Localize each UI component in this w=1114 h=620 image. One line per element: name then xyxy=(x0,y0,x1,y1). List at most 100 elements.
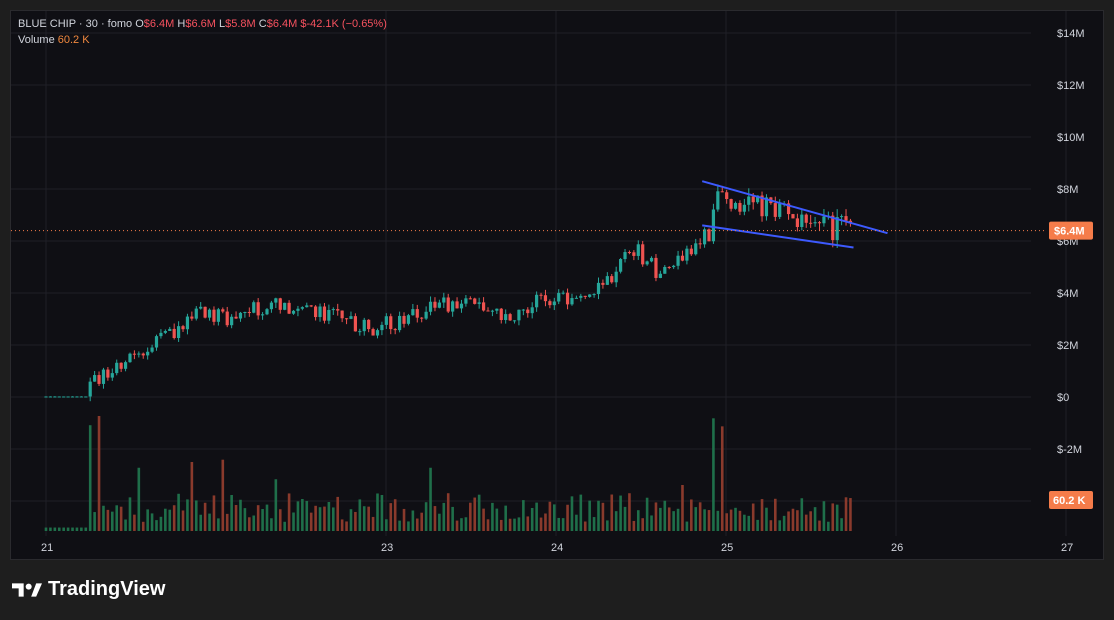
volume-bar xyxy=(460,518,463,531)
candle-body xyxy=(79,396,83,398)
volume-row: Volume 60.2 K xyxy=(18,32,387,48)
high-label: H xyxy=(177,18,186,30)
candle-body xyxy=(689,248,693,255)
trend-line xyxy=(701,180,888,235)
volume-bar xyxy=(345,521,348,531)
volume-bar xyxy=(787,511,790,531)
chart-frame[interactable]: $14M $12M $10M $8M $6M $4M $2M $0 $-2M 21 23 24 25 2… xyxy=(10,10,1104,560)
volume-tag-label: 60.2 K xyxy=(1053,495,1085,507)
ohlc-row: BLUE CHIP · 30 · fomo O$6.4M H$6.6M L$5.… xyxy=(18,16,387,32)
volume-bar xyxy=(623,506,627,531)
candle-body xyxy=(459,303,464,309)
candle-body xyxy=(132,353,136,355)
volume-bar xyxy=(225,513,229,531)
candle-body xyxy=(588,294,592,297)
volume-bar xyxy=(84,527,88,531)
volume-bar xyxy=(840,518,843,531)
volume-bar xyxy=(217,518,220,531)
price-chart[interactable]: $14M$12M$10M$8M$6M$4M$2M$0$-2M 21 23 24 25 2… xyxy=(11,11,1103,559)
candle-body xyxy=(154,336,159,348)
candle-body xyxy=(512,320,517,322)
branding[interactable]: TradingView xyxy=(12,578,165,601)
candle-body xyxy=(636,244,640,256)
volume-bar xyxy=(93,512,96,531)
candle-body xyxy=(305,305,309,308)
volume-bar xyxy=(796,510,799,531)
volume-bar xyxy=(667,507,671,531)
volume-bar xyxy=(508,518,512,531)
trend-lines[interactable] xyxy=(701,180,888,249)
candle-body xyxy=(44,396,48,398)
volume-bar xyxy=(800,498,804,531)
candle-body xyxy=(738,202,742,212)
symbol-label[interactable]: BLUE CHIP · 30 · fomo xyxy=(18,18,133,30)
volume-bar xyxy=(619,495,622,531)
volume-bar xyxy=(230,495,233,531)
volume-bar xyxy=(517,517,521,531)
volume-bar xyxy=(530,507,534,531)
volume-bar xyxy=(601,502,605,531)
candle-body xyxy=(367,319,371,330)
volume-bar xyxy=(676,508,680,531)
candle-body xyxy=(212,309,216,322)
volume-bar xyxy=(88,425,92,531)
candle-body xyxy=(62,396,66,398)
candle-body xyxy=(455,301,459,309)
volume-bar xyxy=(548,501,552,531)
volume-bar xyxy=(690,499,693,531)
candle-body xyxy=(574,297,578,299)
candle-body xyxy=(207,309,212,318)
volume-bar xyxy=(835,504,839,531)
candle-body xyxy=(570,298,574,305)
volume-label[interactable]: Volume xyxy=(18,34,55,46)
candle-body xyxy=(756,195,760,203)
brand-name: TradingView xyxy=(48,578,166,600)
time-tick-label: 21 xyxy=(41,542,53,554)
candle-body xyxy=(747,196,751,205)
volume-bar xyxy=(248,517,251,531)
candle-body xyxy=(791,214,795,219)
candle-body xyxy=(225,311,229,326)
time-axis[interactable]: 21 23 24 25 26 27 xyxy=(41,542,1073,554)
candle-body xyxy=(252,302,256,313)
candle-body xyxy=(835,217,839,241)
candle-body xyxy=(389,316,393,330)
low-value: $5.8M xyxy=(225,18,256,30)
volume-bar xyxy=(119,506,123,531)
volume-bar xyxy=(323,506,326,531)
candle-body xyxy=(530,307,534,314)
volume-bar xyxy=(774,498,777,531)
candle-body xyxy=(428,301,433,312)
volume-bar xyxy=(265,504,269,531)
candle-body xyxy=(269,302,274,310)
candle-body xyxy=(296,308,300,311)
candle-body xyxy=(760,195,764,217)
volume-bar xyxy=(190,462,194,531)
candle-body xyxy=(579,295,583,298)
candle-body xyxy=(291,310,296,314)
candle-body xyxy=(495,308,499,311)
candle-body xyxy=(795,218,799,227)
candle-body xyxy=(539,294,543,296)
candle-body xyxy=(517,309,521,321)
candle-body xyxy=(583,295,587,297)
candle-body xyxy=(331,309,335,311)
volume-bar xyxy=(327,501,331,531)
volume-bar xyxy=(411,510,415,531)
volume-bar xyxy=(583,521,587,531)
candle-body xyxy=(190,316,194,319)
volume-bar xyxy=(318,507,322,531)
candle-body xyxy=(159,332,163,337)
time-tick-label: 23 xyxy=(381,542,393,554)
candle-body xyxy=(627,252,632,254)
candle-body xyxy=(729,199,733,209)
price-axis[interactable]: $14M$12M$10M$8M$6M$4M$2M$0$-2M xyxy=(1057,28,1085,456)
candle-body xyxy=(773,203,777,217)
volume-bar xyxy=(358,499,362,531)
volume-bar xyxy=(734,507,737,531)
volume-bar xyxy=(278,509,282,531)
volume-bar xyxy=(102,505,105,531)
volume-bar xyxy=(57,527,61,531)
candle-body xyxy=(163,331,167,333)
candle-body xyxy=(137,353,141,355)
